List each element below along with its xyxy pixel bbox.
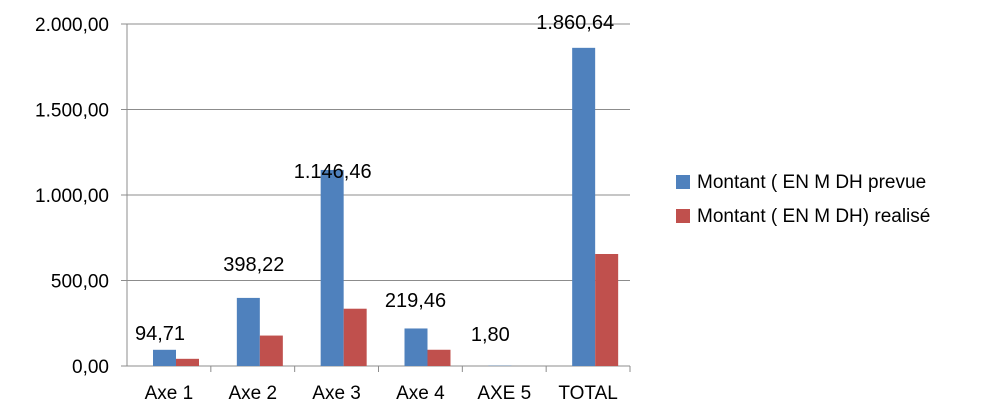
y-tick-label: 1.000,00 <box>35 186 109 207</box>
bar <box>260 336 283 366</box>
data-label: 94,71 <box>135 323 185 345</box>
legend-label: Montant ( EN M DH) realisé <box>697 206 930 227</box>
data-label: 1.860,64 <box>536 12 614 34</box>
bar <box>428 350 451 366</box>
y-tick-label: 500,00 <box>51 272 109 293</box>
x-tick-label: AXE 5 <box>477 383 531 404</box>
bar <box>595 254 618 366</box>
data-labels: 94,71 398,22 1.146,46 219,46 1,80 1.860,64 <box>135 12 614 346</box>
bar <box>572 48 595 366</box>
x-tick-label: Axe 2 <box>228 383 277 404</box>
bars <box>153 48 618 366</box>
bar <box>176 359 199 366</box>
gridlines <box>127 24 630 281</box>
bar <box>237 298 260 366</box>
y-tick-label: 1.500,00 <box>35 101 109 122</box>
bar <box>405 328 428 366</box>
y-tick-label: 0,00 <box>72 357 109 378</box>
x-tick-label: Axe 1 <box>145 383 194 404</box>
legend-swatch <box>676 209 690 223</box>
bar <box>344 309 367 366</box>
data-label: 219,46 <box>385 290 446 312</box>
x-tick-label: Axe 3 <box>312 383 361 404</box>
data-label: 1,80 <box>471 324 510 346</box>
x-tick-label: Axe 4 <box>396 383 445 404</box>
y-tick-label: 2.000,00 <box>35 15 109 36</box>
bar <box>153 350 176 366</box>
bar <box>321 170 344 366</box>
legend-label: Montant ( EN M DH prevue <box>697 172 926 193</box>
legend-swatch <box>676 175 690 189</box>
data-label: 1.146,46 <box>294 161 372 183</box>
data-label: 398,22 <box>223 254 284 276</box>
x-tick-label: TOTAL <box>558 383 617 404</box>
legend: Montant ( EN M DH prevue Montant ( EN M D… <box>676 172 930 227</box>
